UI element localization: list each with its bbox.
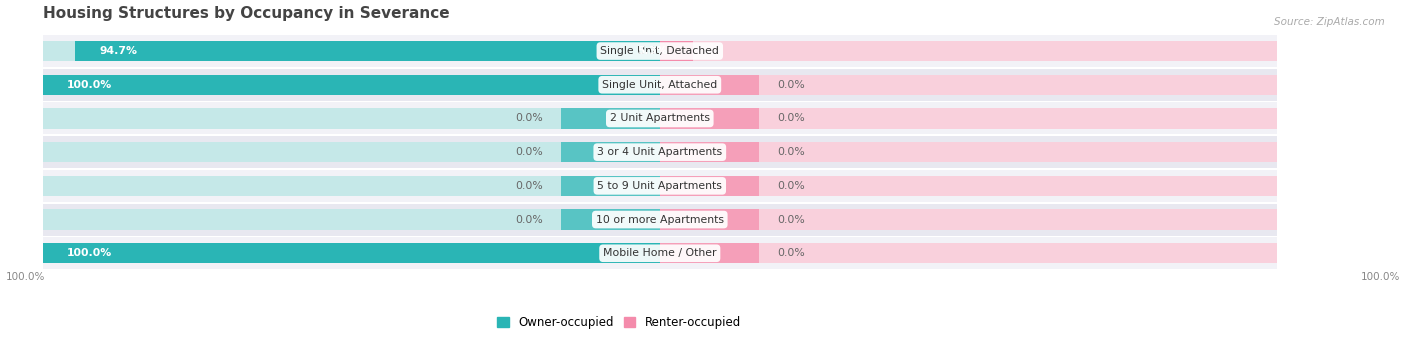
Text: 94.7%: 94.7%	[100, 46, 138, 56]
Text: 0.0%: 0.0%	[778, 214, 804, 225]
Bar	[42, 35, 1277, 67]
Bar	[561, 108, 659, 129]
Bar	[42, 170, 1277, 202]
Bar	[659, 176, 759, 196]
Bar	[42, 176, 659, 196]
Bar	[42, 237, 1277, 269]
Text: 100.0%: 100.0%	[6, 272, 45, 282]
Text: 0.0%: 0.0%	[515, 114, 543, 123]
Bar	[659, 243, 1277, 263]
Text: 0.0%: 0.0%	[515, 147, 543, 157]
Bar	[561, 142, 659, 162]
Bar	[659, 209, 759, 229]
Text: 0.0%: 0.0%	[778, 147, 804, 157]
Bar	[42, 69, 1277, 101]
Text: 2 Unit Apartments: 2 Unit Apartments	[610, 114, 710, 123]
Bar	[42, 75, 659, 95]
Text: Single Unit, Detached: Single Unit, Detached	[600, 46, 720, 56]
Bar	[659, 108, 1277, 129]
Text: 0.0%: 0.0%	[778, 181, 804, 191]
Text: 0.0%: 0.0%	[515, 181, 543, 191]
Text: 100.0%: 100.0%	[67, 248, 112, 258]
Bar	[42, 75, 659, 95]
Text: 3 or 4 Unit Apartments: 3 or 4 Unit Apartments	[598, 147, 723, 157]
Bar	[659, 209, 1277, 229]
Text: 0.0%: 0.0%	[778, 248, 804, 258]
Bar	[659, 75, 759, 95]
Text: 0.0%: 0.0%	[515, 214, 543, 225]
Bar	[659, 41, 693, 61]
Text: 5 to 9 Unit Apartments: 5 to 9 Unit Apartments	[598, 181, 723, 191]
Text: 0.0%: 0.0%	[778, 80, 804, 90]
Bar	[42, 243, 659, 263]
Text: Housing Structures by Occupancy in Severance: Housing Structures by Occupancy in Sever…	[42, 6, 449, 21]
Bar	[42, 142, 659, 162]
Bar	[659, 41, 1277, 61]
Bar	[659, 75, 1277, 95]
Bar	[659, 176, 1277, 196]
Bar	[42, 209, 659, 229]
Text: 0.0%: 0.0%	[778, 114, 804, 123]
Text: 100.0%: 100.0%	[1361, 272, 1400, 282]
Bar	[42, 243, 659, 263]
Bar	[659, 243, 759, 263]
Bar	[659, 142, 1277, 162]
Text: Single Unit, Attached: Single Unit, Attached	[602, 80, 717, 90]
Bar	[561, 209, 659, 229]
Legend: Owner-occupied, Renter-occupied: Owner-occupied, Renter-occupied	[492, 312, 745, 334]
Bar	[561, 176, 659, 196]
Bar	[76, 41, 659, 61]
Bar	[42, 102, 1277, 134]
Text: Mobile Home / Other: Mobile Home / Other	[603, 248, 717, 258]
Bar	[42, 41, 659, 61]
Bar	[42, 136, 1277, 168]
Bar	[659, 108, 759, 129]
Text: 5.3%: 5.3%	[637, 46, 668, 56]
Text: Source: ZipAtlas.com: Source: ZipAtlas.com	[1274, 17, 1385, 27]
Text: 100.0%: 100.0%	[67, 80, 112, 90]
Bar	[42, 204, 1277, 236]
Text: 10 or more Apartments: 10 or more Apartments	[596, 214, 724, 225]
Bar	[42, 108, 659, 129]
Bar	[659, 142, 759, 162]
